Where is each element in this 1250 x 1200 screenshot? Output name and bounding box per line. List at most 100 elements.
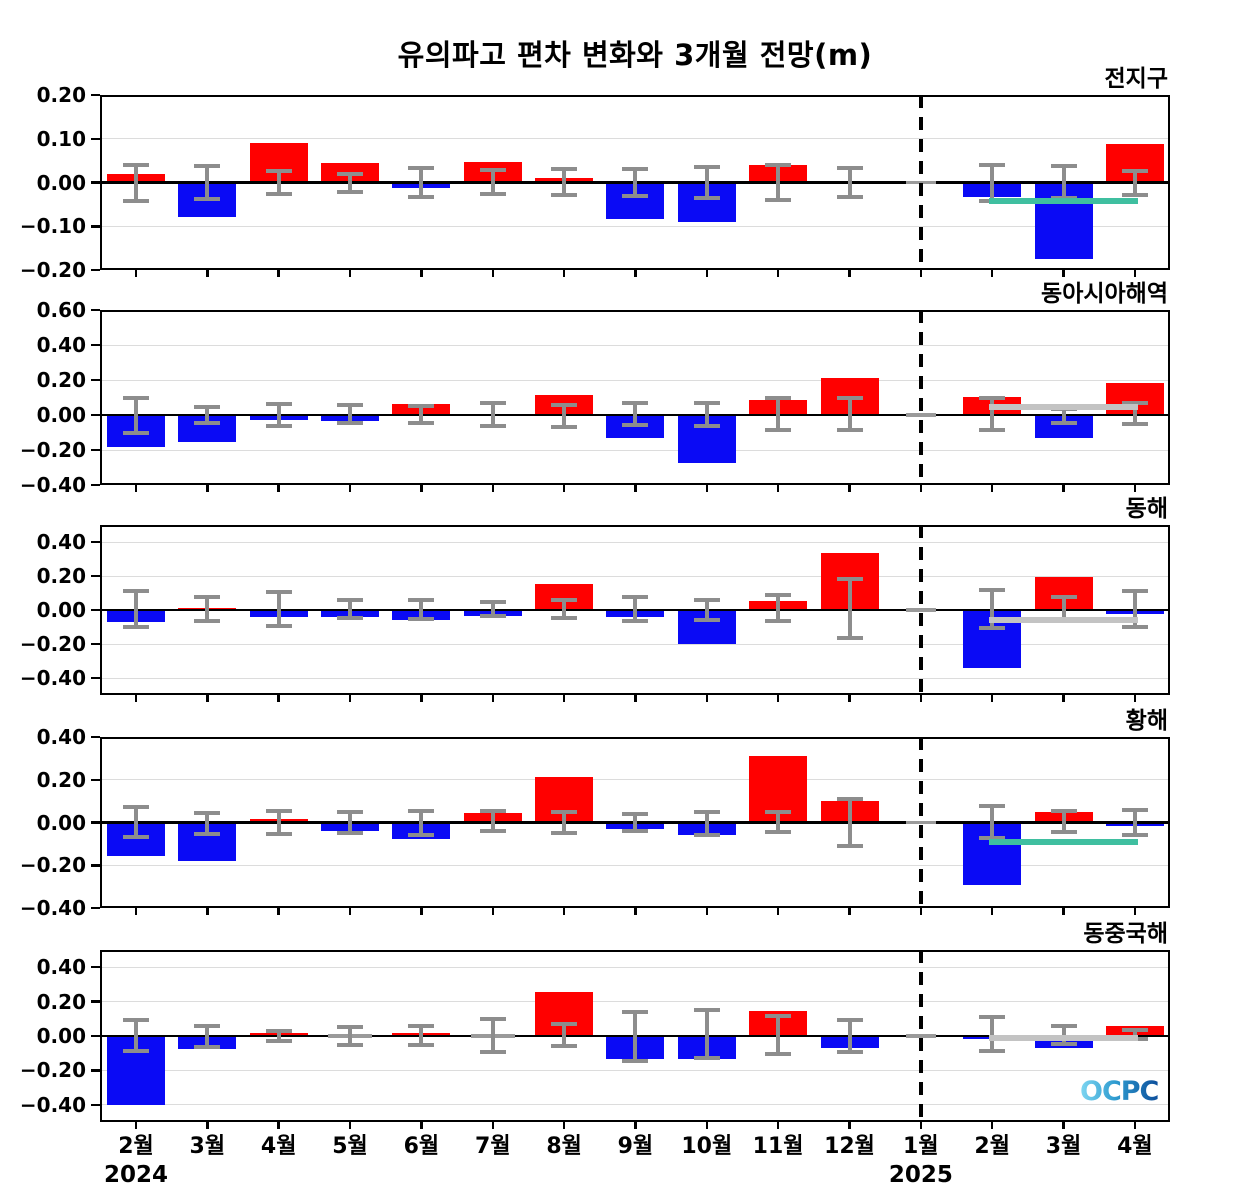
x-axis-month-label: 12월	[824, 1134, 875, 1159]
error-bar-cap-bottom	[265, 831, 292, 836]
x-tick	[776, 695, 780, 702]
error-bar	[847, 578, 852, 638]
error-bar	[419, 811, 424, 835]
x-axis-month-label: 2월	[974, 1134, 1010, 1159]
error-bar	[205, 407, 210, 423]
x-axis-month-label: 9월	[617, 1134, 654, 1159]
x-tick	[705, 485, 708, 492]
panel-label-east-sea: 동해	[1125, 496, 1168, 522]
y-tick	[91, 540, 100, 544]
x-tick	[562, 695, 566, 702]
error-bar-cap-top	[265, 1028, 292, 1033]
error-bar-cap-top	[479, 400, 506, 405]
error-bar	[847, 398, 852, 431]
error-bar-cap-top	[979, 804, 1006, 808]
error-bar-cap-top	[1121, 808, 1148, 813]
forecast-reference-line	[989, 1034, 1138, 1041]
error-bar-cap-bottom	[123, 835, 149, 840]
y-tick-label: −0.40	[19, 473, 86, 497]
error-bar	[419, 1026, 424, 1045]
error-bar-cap-top	[123, 804, 149, 809]
error-bar-cap-top	[836, 796, 863, 801]
error-bar-cap-bottom	[622, 618, 649, 623]
error-bar	[1132, 403, 1137, 424]
x-axis-month-label: 10월	[681, 1134, 733, 1159]
error-bar	[205, 596, 210, 621]
error-bar-cap-top	[551, 166, 578, 171]
error-bar-cap-top	[265, 809, 292, 814]
x-tick	[1133, 695, 1137, 702]
error-bar	[134, 806, 138, 838]
error-bar-cap-top	[693, 597, 720, 602]
y-tick-label: −0.20	[19, 438, 86, 462]
y-tick-label: −0.20	[19, 1058, 86, 1083]
error-bar-cap-bottom	[408, 1042, 435, 1047]
error-bar-cap-bottom	[123, 430, 149, 435]
x-tick	[1062, 908, 1065, 915]
error-bar-cap-bottom	[408, 832, 435, 837]
forecast-divider-line	[918, 525, 924, 695]
x-tick	[420, 908, 423, 915]
error-bar-cap-top	[622, 812, 649, 817]
x-tick	[919, 1122, 923, 1129]
x-tick	[776, 485, 780, 492]
error-bar-cap-bottom	[836, 635, 863, 640]
error-bar-cap-top	[337, 171, 363, 176]
y-tick	[91, 225, 100, 228]
error-bar-cap-top	[765, 593, 792, 598]
y-tick	[91, 137, 100, 140]
error-bar-cap-top	[622, 167, 649, 172]
y-tick	[91, 1069, 100, 1072]
error-bar-cap-top	[979, 162, 1006, 167]
y-tick	[91, 378, 100, 382]
gridline	[100, 864, 1170, 866]
error-bar-cap-bottom	[979, 626, 1006, 631]
y-tick-label: −0.40	[19, 896, 86, 920]
error-bar-cap-top	[765, 163, 792, 167]
x-tick	[990, 1122, 994, 1129]
y-tick-label: 0.40	[36, 725, 86, 749]
x-axis-month-label: 3월	[1045, 1134, 1082, 1159]
error-bar-cap-top	[1121, 401, 1148, 406]
x-tick	[990, 270, 994, 277]
error-bar-cap-bottom	[836, 195, 863, 200]
error-bar	[776, 1016, 781, 1055]
error-bar-cap-bottom	[1121, 193, 1148, 198]
gridline	[100, 449, 1170, 451]
error-bar-cap-bottom	[979, 1048, 1006, 1053]
x-tick	[277, 695, 280, 702]
x-tick	[206, 908, 209, 915]
x-tick	[1062, 270, 1065, 277]
y-tick	[91, 676, 100, 680]
error-bar	[419, 600, 424, 619]
x-tick	[705, 1122, 708, 1129]
error-bar	[490, 811, 495, 832]
error-bar-cap-top	[551, 403, 578, 407]
y-tick	[91, 181, 100, 184]
error-bar-cap-bottom	[693, 1056, 720, 1061]
forecast-divider-line	[918, 310, 924, 485]
x-tick	[491, 485, 494, 492]
error-bar-cap-bottom	[337, 190, 363, 195]
error-bar	[990, 806, 995, 839]
error-bar-cap-top	[1050, 595, 1077, 600]
x-tick	[634, 695, 637, 702]
error-bar-cap-bottom	[622, 423, 649, 427]
plot-area: 0.60 0.40 0.20 0.00 −0.20 −0.40	[20, 298, 1170, 497]
y-tick-label: 0.40	[36, 530, 86, 554]
error-bar-cap-bottom	[337, 616, 363, 620]
x-tick	[634, 485, 637, 492]
error-bar	[276, 811, 281, 834]
y-tick-label: 0.00	[36, 810, 86, 835]
x-axis-month-label: 5월	[332, 1134, 368, 1159]
error-bar-cap-top	[408, 166, 435, 171]
y-tick-label: −0.10	[19, 214, 86, 239]
error-bar-cap-bottom	[123, 624, 149, 629]
error-bar	[704, 402, 709, 427]
error-bar	[1061, 597, 1066, 621]
error-bar-cap-bottom	[1050, 1042, 1077, 1047]
x-tick	[491, 1122, 494, 1129]
error-bar	[704, 812, 709, 835]
forecast-reference-line	[989, 617, 1138, 623]
error-bar	[1132, 170, 1137, 196]
